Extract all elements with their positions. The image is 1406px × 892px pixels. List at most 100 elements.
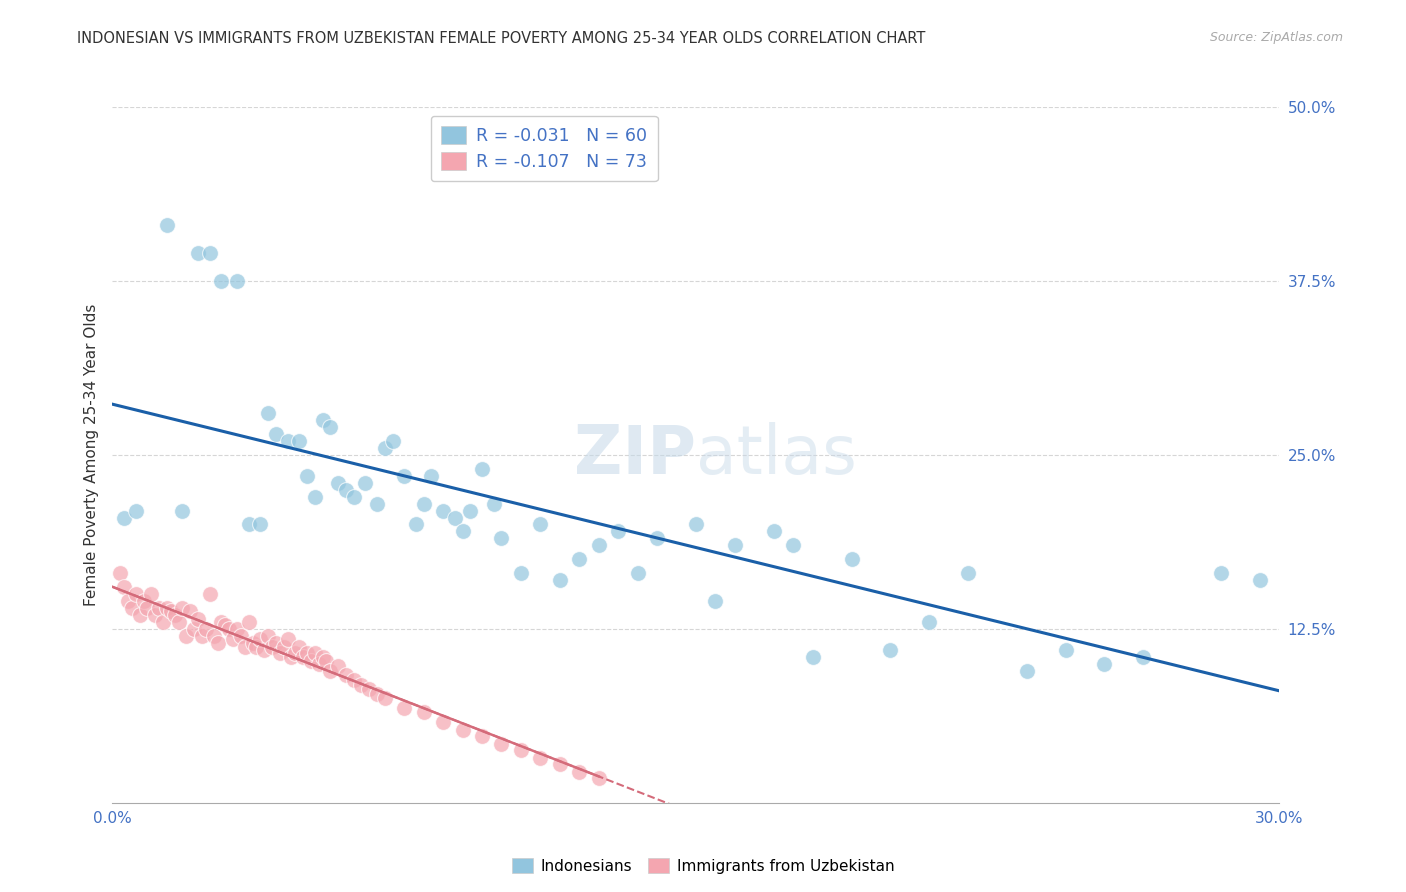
Point xyxy=(354,475,377,490)
Point xyxy=(443,510,465,524)
Point xyxy=(128,607,150,622)
Point xyxy=(704,594,727,608)
Point xyxy=(879,642,901,657)
Point xyxy=(163,607,186,622)
Point xyxy=(374,441,396,455)
Point xyxy=(141,587,163,601)
Point xyxy=(172,503,194,517)
Point xyxy=(260,640,283,654)
Point xyxy=(167,615,190,629)
Point xyxy=(359,681,381,696)
Point xyxy=(366,687,388,701)
Point xyxy=(229,629,252,643)
Point xyxy=(509,566,531,581)
Point xyxy=(335,667,357,681)
Point xyxy=(319,664,342,678)
Point xyxy=(315,654,337,668)
Point xyxy=(568,552,591,566)
Point xyxy=(471,462,494,476)
Point xyxy=(1054,642,1077,657)
Point xyxy=(125,587,148,601)
Point xyxy=(529,517,551,532)
Point xyxy=(782,538,804,552)
Point xyxy=(548,573,571,587)
Point xyxy=(242,636,264,650)
Point xyxy=(568,765,591,780)
Point xyxy=(176,629,198,643)
Point xyxy=(1249,573,1271,587)
Point xyxy=(264,427,287,442)
Text: Source: ZipAtlas.com: Source: ZipAtlas.com xyxy=(1209,31,1343,45)
Point xyxy=(460,503,482,517)
Point xyxy=(343,490,366,504)
Point xyxy=(198,246,221,260)
Point xyxy=(253,642,276,657)
Point xyxy=(276,632,298,646)
Point xyxy=(121,601,143,615)
Point xyxy=(249,517,271,532)
Point xyxy=(451,723,474,738)
Text: atlas: atlas xyxy=(696,422,856,488)
Point xyxy=(607,524,630,539)
Point xyxy=(381,434,404,448)
Point xyxy=(209,274,232,288)
Point xyxy=(304,646,326,660)
Point xyxy=(257,629,280,643)
Point xyxy=(284,646,307,660)
Legend: Indonesians, Immigrants from Uzbekistan: Indonesians, Immigrants from Uzbekistan xyxy=(506,852,900,880)
Point xyxy=(326,475,349,490)
Point xyxy=(295,646,318,660)
Point xyxy=(222,632,245,646)
Point xyxy=(148,601,170,615)
Point xyxy=(405,517,427,532)
Point xyxy=(548,756,571,771)
Point xyxy=(257,406,280,420)
Point xyxy=(269,646,291,660)
Point xyxy=(471,729,494,743)
Point xyxy=(1015,664,1038,678)
Point xyxy=(156,219,179,233)
Point xyxy=(1132,649,1154,664)
Point xyxy=(319,420,342,434)
Point xyxy=(198,587,221,601)
Point xyxy=(509,743,531,757)
Point xyxy=(350,677,373,691)
Y-axis label: Female Poverty Among 25-34 Year Olds: Female Poverty Among 25-34 Year Olds xyxy=(83,304,98,606)
Point xyxy=(143,607,166,622)
Point xyxy=(529,751,551,765)
Point xyxy=(412,497,434,511)
Point xyxy=(957,566,980,581)
Text: ZIP: ZIP xyxy=(574,422,696,488)
Point xyxy=(156,601,179,615)
Point xyxy=(191,629,214,643)
Point xyxy=(207,636,229,650)
Point xyxy=(125,503,148,517)
Point xyxy=(288,640,311,654)
Legend: R = -0.031   N = 60, R = -0.107   N = 73: R = -0.031 N = 60, R = -0.107 N = 73 xyxy=(432,116,658,181)
Point xyxy=(588,538,610,552)
Point xyxy=(343,673,366,688)
Point xyxy=(292,649,315,664)
Point xyxy=(685,517,707,532)
Point xyxy=(179,604,201,618)
Point xyxy=(392,701,416,715)
Point xyxy=(209,615,232,629)
Point xyxy=(918,615,941,629)
Point xyxy=(588,771,610,785)
Point xyxy=(374,691,396,706)
Point xyxy=(645,532,668,546)
Point xyxy=(482,497,505,511)
Point xyxy=(183,622,205,636)
Point xyxy=(214,617,236,632)
Point xyxy=(335,483,357,497)
Point xyxy=(273,640,295,654)
Point xyxy=(226,622,249,636)
Point xyxy=(304,490,326,504)
Point xyxy=(420,468,443,483)
Point xyxy=(280,649,302,664)
Text: INDONESIAN VS IMMIGRANTS FROM UZBEKISTAN FEMALE POVERTY AMONG 25-34 YEAR OLDS CO: INDONESIAN VS IMMIGRANTS FROM UZBEKISTAN… xyxy=(77,31,925,46)
Point xyxy=(187,612,209,626)
Point xyxy=(1209,566,1232,581)
Point xyxy=(627,566,650,581)
Point xyxy=(136,601,159,615)
